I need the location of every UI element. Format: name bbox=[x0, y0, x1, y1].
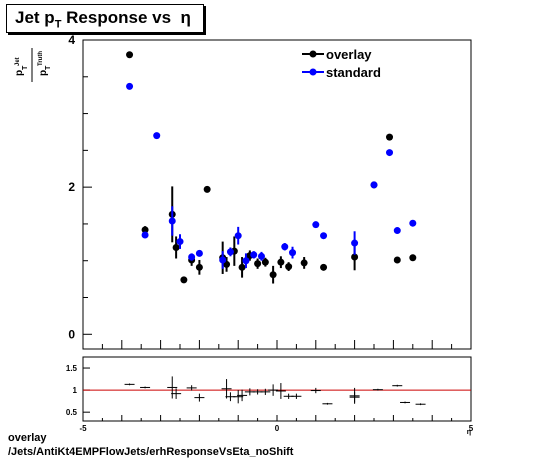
overlay-point bbox=[261, 258, 269, 266]
legend-overlay-marker bbox=[309, 50, 317, 58]
main-y-axis-label-numerator-sub: T bbox=[22, 65, 29, 70]
legend-overlay-label: overlay bbox=[326, 47, 372, 62]
ratio-x-tick-label: 5 bbox=[469, 424, 474, 433]
standard-point bbox=[351, 239, 359, 247]
overlay-point bbox=[409, 254, 417, 262]
standard-point bbox=[226, 248, 234, 256]
main-y-axis-label-denominator: p bbox=[38, 70, 49, 76]
ratio-x-axis-label: η bbox=[467, 429, 471, 436]
main-y-axis-label-numerator: p bbox=[14, 70, 25, 76]
overlay-point bbox=[254, 260, 262, 268]
standard-point bbox=[126, 82, 134, 90]
ratio-plot-frame bbox=[82, 356, 472, 422]
standard-point bbox=[176, 238, 184, 246]
overlay-point bbox=[300, 259, 308, 267]
overlay-point bbox=[393, 256, 401, 264]
standard-point bbox=[168, 217, 176, 225]
legend-standard-label: standard bbox=[326, 65, 381, 80]
standard-point bbox=[281, 243, 289, 251]
main-y-axis-label-denominator-sub: T bbox=[45, 65, 52, 70]
overlay-point bbox=[386, 133, 394, 141]
overlay-point bbox=[320, 263, 328, 271]
standard-point bbox=[219, 256, 227, 264]
standard-point bbox=[153, 132, 161, 140]
overlay-point bbox=[203, 185, 211, 193]
overlay-point bbox=[238, 263, 246, 271]
standard-point bbox=[370, 181, 378, 189]
standard-point bbox=[386, 149, 394, 157]
main-y-tick-label: 0 bbox=[68, 327, 75, 341]
footer-line-1: overlay bbox=[8, 432, 47, 444]
standard-point bbox=[141, 231, 149, 239]
overlay-point bbox=[351, 253, 359, 261]
standard-point bbox=[234, 232, 242, 240]
overlay-point bbox=[277, 258, 285, 266]
overlay-point bbox=[180, 276, 188, 284]
standard-point bbox=[320, 232, 328, 240]
main-y-tick-label: 2 bbox=[68, 180, 75, 194]
standard-point bbox=[242, 257, 250, 265]
ratio-y-tick-label: 1.5 bbox=[66, 364, 78, 373]
overlay-point bbox=[126, 51, 134, 59]
standard-point bbox=[409, 219, 417, 227]
standard-point bbox=[250, 251, 258, 259]
overlay-point bbox=[172, 243, 180, 251]
standard-point bbox=[393, 227, 401, 235]
standard-point bbox=[289, 249, 297, 257]
main-y-axis-label-denominator-sup: Truth bbox=[38, 51, 44, 66]
ratio-y-tick-label: 0.5 bbox=[66, 408, 78, 417]
overlay-point bbox=[285, 263, 293, 271]
footer-line-2: /Jets/AntiKt4EMPFlowJets/erhResponseVsEt… bbox=[8, 446, 294, 458]
standard-point bbox=[195, 249, 203, 257]
legend-standard-marker bbox=[309, 68, 317, 76]
main-y-tick-label: 4 bbox=[68, 33, 75, 47]
standard-point bbox=[188, 253, 196, 261]
overlay-point bbox=[141, 226, 149, 234]
ratio-x-tick-label: 0 bbox=[275, 424, 280, 433]
overlay-point bbox=[269, 271, 277, 279]
standard-point bbox=[257, 252, 265, 260]
overlay-point bbox=[195, 263, 203, 271]
chart-title: Jet pT Response vs η bbox=[15, 8, 191, 31]
main-y-axis-label-numerator-sup: Jet bbox=[15, 57, 21, 66]
title-box: Jet pT Response vs η bbox=[6, 4, 204, 33]
ratio-x-tick-label: -5 bbox=[79, 424, 87, 433]
main-plot-frame bbox=[82, 39, 472, 350]
standard-point bbox=[312, 221, 320, 229]
ratio-y-tick-label: 1 bbox=[73, 386, 78, 395]
